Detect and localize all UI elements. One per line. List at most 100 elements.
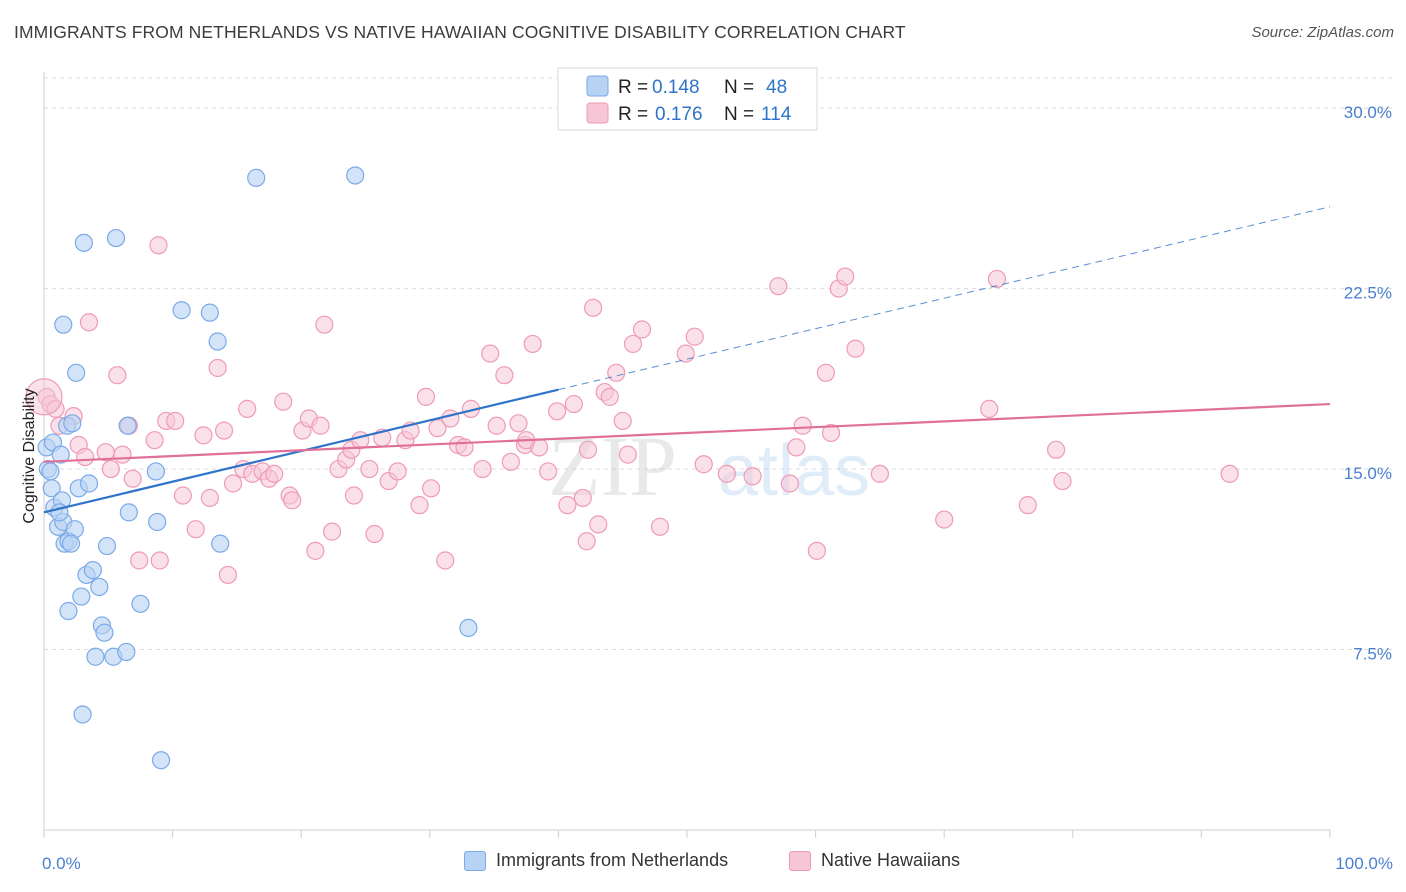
native-hawaiians-points [25, 236, 1239, 585]
native-hawaiians-point [473, 459, 492, 479]
legend-r-label-2: R = [618, 104, 648, 125]
netherlands-point [74, 233, 93, 252]
netherlands-point [61, 534, 81, 553]
native-hawaiians-point [218, 565, 237, 585]
netherlands-points [37, 166, 478, 770]
native-hawaiians-point [1053, 471, 1072, 491]
native-hawaiians-point [870, 464, 890, 483]
native-hawaiians-point [274, 392, 293, 411]
native-hawaiians-point [1018, 496, 1037, 515]
native-hawaiians-point [548, 402, 567, 421]
netherlands-point [63, 414, 82, 433]
netherlands-point [117, 642, 136, 662]
y-tick-label: 22.5% [1344, 284, 1392, 303]
native-hawaiians-point [495, 366, 514, 385]
native-hawaiians-point [101, 459, 120, 479]
native-hawaiians-point [421, 479, 441, 498]
netherlands-point [131, 594, 150, 613]
native-hawaiians-point [150, 551, 169, 570]
tick-labels: 7.5% 15.0% 22.5% 30.0% 0.0% 100.0% [42, 103, 1393, 873]
native-hawaiians-point [416, 387, 436, 406]
netherlands-point [90, 577, 109, 597]
native-hawaiians-point [344, 486, 364, 505]
native-hawaiians-point [360, 459, 379, 479]
native-hawaiians-point [573, 488, 592, 508]
native-hawaiians-point [265, 464, 284, 483]
legend-r-label-1: R = [618, 77, 648, 98]
native-hawaiians-point [283, 491, 302, 510]
native-hawaiians-point [223, 474, 243, 493]
native-hawaiians-point [632, 320, 652, 339]
netherlands-point [97, 536, 117, 556]
grid-lines [44, 77, 1392, 651]
native-hawaiians-point [214, 421, 234, 440]
netherlands-point [41, 462, 60, 481]
netherlands-point [83, 561, 102, 580]
native-hawaiians-point [123, 469, 142, 488]
native-hawaiians-point [322, 522, 342, 541]
bottom-legend-swatch-blue [464, 850, 486, 871]
native-hawaiians-point [743, 467, 762, 486]
native-hawaiians-point [589, 515, 608, 534]
bottom-legend-item-netherlands: Immigrants from Netherlands [464, 850, 728, 871]
native-hawaiians-point [807, 541, 826, 560]
netherlands-point [118, 416, 137, 435]
legend-n-value-2: 114 [761, 104, 792, 125]
y-tick-label: 15.0% [1344, 464, 1392, 483]
native-hawaiians-point [987, 269, 1007, 289]
y-tick-label: 7.5% [1353, 645, 1392, 664]
native-hawaiians-point [836, 267, 855, 286]
netherlands-point [119, 503, 138, 522]
netherlands-point [200, 303, 219, 322]
native-hawaiians-point [166, 411, 185, 431]
netherlands-point [67, 363, 86, 382]
source-label: Source: ZipAtlas.com [1251, 24, 1394, 41]
netherlands-point [42, 479, 61, 498]
native-hawaiians-point [650, 517, 670, 536]
chart-title: IMMIGRANTS FROM NETHERLANDS VS NATIVE HA… [14, 22, 906, 42]
trend-lines [43, 206, 1331, 514]
native-hawaiians-trend-line [43, 402, 1331, 463]
native-hawaiians-point [436, 551, 455, 570]
netherlands-point [459, 618, 478, 637]
native-hawaiians-point [676, 344, 695, 363]
native-hawaiians-point [694, 455, 713, 474]
native-hawaiians-point [600, 387, 619, 406]
native-hawaiians-point [623, 334, 643, 354]
legend-n-label-1: N = [724, 77, 754, 98]
native-hawaiians-point [780, 474, 799, 493]
x-tick-label-max: 100.0% [1335, 854, 1393, 873]
native-hawaiians-point [769, 277, 788, 296]
netherlands-point [346, 166, 365, 185]
native-hawaiians-point [1046, 440, 1066, 459]
y-tick-label: 30.0% [1344, 103, 1392, 122]
native-hawaiians-point [685, 327, 704, 346]
native-hawaiians-point [200, 488, 219, 508]
axes [43, 72, 1331, 838]
native-hawaiians-point [79, 313, 99, 332]
native-hawaiians-point [108, 366, 127, 385]
watermark: ZIP atlas [548, 418, 870, 514]
y-axis-title: Cognitive Disability [21, 388, 38, 523]
x-tick-label-min: 0.0% [42, 854, 81, 873]
native-hawaiians-point [130, 551, 149, 570]
native-hawaiians-point [613, 411, 632, 431]
native-hawaiians-point [821, 423, 841, 443]
netherlands-point [148, 512, 167, 532]
native-hawaiians-point [577, 532, 596, 551]
native-hawaiians-point [388, 462, 407, 481]
native-hawaiians-point [194, 426, 213, 445]
netherlands-point [106, 228, 126, 248]
netherlands-point [51, 445, 70, 464]
bottom-legend-item-hawaiians: Native Hawaiians [789, 850, 960, 871]
native-hawaiians-point [315, 315, 334, 334]
native-hawaiians-point [980, 399, 999, 418]
native-hawaiians-point-large [25, 378, 63, 416]
native-hawaiians-point [365, 524, 384, 544]
legend-n-label-2: N = [724, 104, 754, 125]
native-hawaiians-point [816, 363, 835, 382]
native-hawaiians-point [846, 339, 865, 358]
netherlands-point [151, 751, 171, 770]
native-hawaiians-point [351, 431, 370, 450]
